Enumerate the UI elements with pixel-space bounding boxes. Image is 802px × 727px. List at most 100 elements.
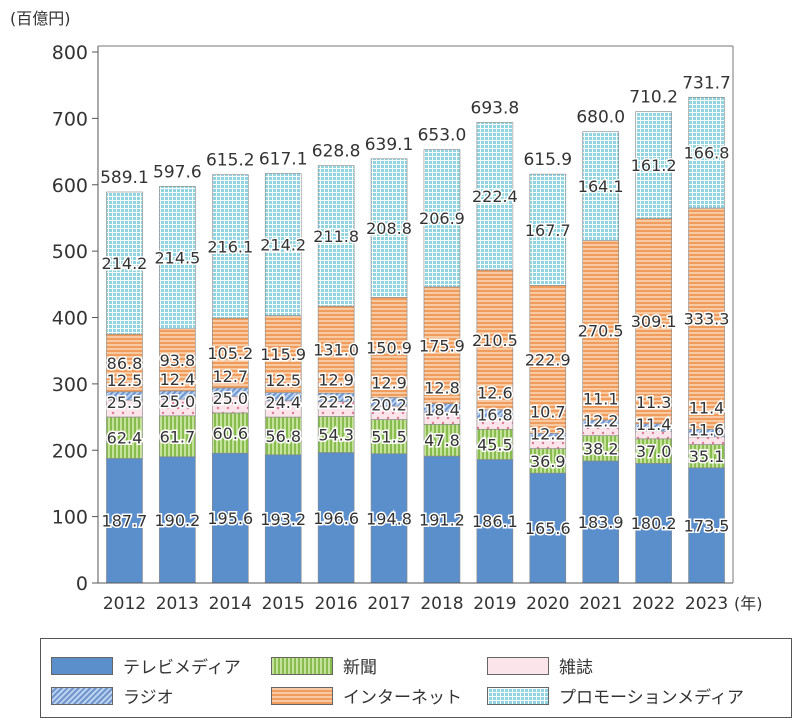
x-tick-label: 2021 xyxy=(579,594,622,614)
bar-segment-promo xyxy=(529,173,567,286)
data-label-internet: 93.8 xyxy=(160,351,196,370)
bar-segment-promo xyxy=(688,97,725,209)
data-label-newspaper: 60.6 xyxy=(212,424,248,443)
bar-stack-2013: 190.2 61.7 25.0 12.493.8 214.5 597.6 xyxy=(153,162,202,584)
total-label: 615.2 xyxy=(206,151,255,171)
legend-item-tv: テレビメディア xyxy=(51,653,241,678)
bars: 187.762.425.512.586.8214.2589.1190.261.7… xyxy=(100,73,731,584)
bar-segment-promo xyxy=(106,191,143,335)
total-label: 615.9 xyxy=(523,150,572,170)
legend-item-promo: プロモーションメディア xyxy=(487,683,744,708)
bar-segment-promo xyxy=(582,131,620,241)
data-label-magazine: 25.5 xyxy=(107,393,143,412)
bar-segment-internet xyxy=(159,328,196,392)
bar-segment-internet xyxy=(582,240,620,421)
data-label-internet: 105.2 xyxy=(207,344,253,363)
data-label-tv: 180.2 xyxy=(631,514,677,533)
x-tick-label: 2015 xyxy=(262,594,305,614)
x-tick-label: 2014 xyxy=(209,594,252,614)
data-label-magazine: 25.0 xyxy=(212,389,248,408)
bar-segment-newspaper xyxy=(106,416,143,459)
data-label-promo: 167.7 xyxy=(525,221,571,240)
legend-label-promo: プロモーションメディア xyxy=(559,688,744,708)
data-label-radio: 11.4 xyxy=(689,399,725,418)
bar-segment-newspaper xyxy=(211,412,249,454)
data-label-magazine: 18.4 xyxy=(424,400,460,419)
data-label-newspaper: 51.5 xyxy=(371,428,407,447)
bar-stack-2020: 165.6 36.9 12.2 10.7 222.9 167.7 615.9 xyxy=(523,150,572,584)
data-label-magazine: 16.8 xyxy=(477,405,513,424)
x-tick-label: 2019 xyxy=(473,594,516,614)
data-label-tv: 186.1 xyxy=(472,512,518,531)
data-label-promo: 166.8 xyxy=(684,144,730,163)
bar-stack-2016: 196.6 54.3 22.2 12.9 131.0 211.8 628.8 xyxy=(312,142,361,584)
y-tick-label: 300 xyxy=(52,374,88,396)
total-label: 617.1 xyxy=(259,149,308,169)
x-tick-label: 2012 xyxy=(103,594,146,614)
legend-swatch-promo xyxy=(487,686,549,705)
bar-segment-promo xyxy=(317,165,355,307)
legend-label-radio: ラジオ xyxy=(123,688,174,708)
total-label: 680.0 xyxy=(576,108,625,128)
data-label-internet: 131.0 xyxy=(313,341,359,360)
data-label-radio: 12.9 xyxy=(371,374,407,393)
legend-item-newspaper: 新聞 xyxy=(271,653,377,678)
bar-segment-promo xyxy=(423,149,461,288)
data-label-magazine: 24.4 xyxy=(265,393,301,412)
legend-item-magazine: 雑誌 xyxy=(487,653,593,678)
bar-stack-2012: 187.7 62.4 25.5 12.586.8 214.2 589.1 xyxy=(100,168,149,584)
data-label-internet: 175.9 xyxy=(419,336,465,355)
data-label-newspaper: 37.0 xyxy=(636,442,672,461)
bar-segment-tv xyxy=(317,452,355,584)
bar-segment-tv xyxy=(529,472,567,584)
total-label: 589.1 xyxy=(100,168,149,188)
data-label-radio: 12.7 xyxy=(212,367,248,386)
bar-segment-internet xyxy=(423,286,461,404)
y-axis-unit-label: (百億円) xyxy=(10,9,71,28)
total-label: 693.8 xyxy=(471,98,520,118)
data-label-magazine: 12.2 xyxy=(530,425,566,444)
legend-label-newspaper: 新聞 xyxy=(343,658,377,678)
data-label-tv: 195.6 xyxy=(207,509,253,528)
data-label-promo: 161.2 xyxy=(631,156,677,175)
y-tick-label: 0 xyxy=(76,573,88,595)
data-label-promo: 216.1 xyxy=(207,237,253,256)
total-label: 653.0 xyxy=(418,126,467,146)
legend-label-tv: テレビメディア xyxy=(123,658,241,678)
legend-swatch-newspaper xyxy=(271,656,333,675)
x-tick-label: 2023 xyxy=(685,594,728,614)
data-label-tv: 183.9 xyxy=(578,513,624,532)
data-label-magazine: 11.6 xyxy=(689,421,725,440)
legend-item-radio: ラジオ xyxy=(51,683,174,708)
data-label-tv: 196.6 xyxy=(313,509,359,528)
y-tick-label: 800 xyxy=(52,42,88,64)
bar-segment-promo xyxy=(264,173,302,316)
data-label-magazine: 25.0 xyxy=(160,392,196,411)
legend-swatch-magazine xyxy=(487,656,549,675)
data-label-internet: 270.5 xyxy=(578,321,624,340)
data-label-radio: 12.9 xyxy=(318,370,354,389)
data-label-tv: 193.2 xyxy=(260,510,306,529)
legend-swatch-radio xyxy=(51,686,113,705)
data-label-newspaper: 45.5 xyxy=(477,435,513,454)
y-tick-label: 700 xyxy=(52,108,88,130)
bar-segment-tv xyxy=(582,460,620,584)
x-tick-label: 2017 xyxy=(367,594,410,614)
bar-segment-internet xyxy=(106,333,143,393)
data-label-promo: 214.5 xyxy=(154,249,200,268)
bar-segment-internet xyxy=(529,285,567,434)
bar-segment-internet xyxy=(264,315,302,393)
bar-stack-2021: 183.9 38.2 12.2 11.1 270.5 164.1 680.0 xyxy=(576,108,625,584)
x-axis: 2012 2013 2014 2015 2016 2017 2018 2019 2020 2021… xyxy=(98,45,734,614)
data-label-radio: 12.8 xyxy=(424,378,460,397)
bar-segment-tv xyxy=(688,467,725,584)
data-label-newspaper: 36.9 xyxy=(530,452,566,471)
bar-stack-2015: 193.2 56.8 24.4 12.5 115.9 214.2 617.1 xyxy=(259,149,308,584)
data-label-internet: 210.5 xyxy=(472,331,518,350)
bar-segment-tv xyxy=(159,456,196,584)
y-tick-label: 500 xyxy=(52,241,88,263)
bar-segment-tv xyxy=(264,454,302,584)
bar-segment-internet xyxy=(635,218,672,425)
data-label-magazine: 11.4 xyxy=(636,415,672,434)
x-tick-label: 2020 xyxy=(526,594,569,614)
